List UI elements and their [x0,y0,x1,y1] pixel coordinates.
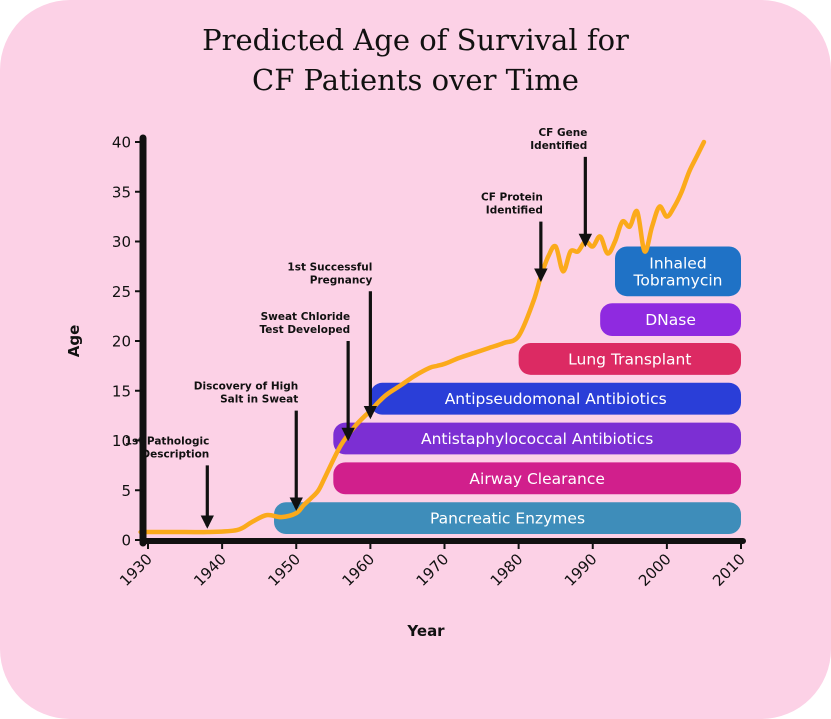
x-tick-label: 1950 [264,550,304,590]
y-tick-label: 0 [121,532,131,550]
treatment-bars: Inhaled Tobramycin DNase Lung Transplant Ant… [274,246,741,535]
x-tick-label: 1990 [561,550,601,590]
annotation-label: CF Gene Identified [530,127,587,152]
annotation-label: CF Protein Identified [481,192,543,217]
treatment-bar-label: Inhaled Tobramycin [633,254,723,289]
x-tick-label: 2010 [709,550,749,590]
treatment-bar-label: Antistaphylococcal Antibiotics [421,430,653,448]
treatment-bar [600,303,741,337]
y-tick-label: 35 [112,183,131,201]
x-tick-label: 1960 [338,550,378,590]
chart-title: Predicted Age of Survival for CF Patient… [202,23,629,97]
treatment-bar [370,382,741,415]
y-axis-ticks: 0 5 10 15 20 25 30 35 40 [112,134,143,550]
y-axis-label: Age [65,325,83,358]
y-tick-label: 20 [112,333,131,351]
treatment-bar [333,422,741,455]
treatment-bar [274,502,741,535]
x-tick-label: 1970 [413,550,453,590]
y-tick-label: 25 [112,283,131,301]
annotation-label: Discovery of High Salt in Sweat [194,381,298,406]
y-tick-label: 5 [121,482,131,500]
treatment-bar-label: Antipseudomonal Antibiotics [445,390,667,408]
x-tick-label: 1930 [116,550,156,590]
y-tick-label: 40 [112,134,131,152]
treatment-bar [333,462,741,495]
treatment-bar [614,246,741,297]
treatment-bar-label: Pancreatic Enzymes [430,510,585,528]
annotation-label: 1st Successful Pregnancy [287,261,372,286]
y-tick-label: 30 [112,233,131,251]
annotation-label: 1st Pathologic Description [125,435,210,460]
x-tick-label: 1980 [487,550,527,590]
treatment-bar-label: Airway Clearance [469,470,604,488]
annotation-label: Sweat Chloride Test Developed [260,311,351,336]
x-tick-label: 2000 [635,550,675,590]
x-axis-ticks: 1930 1940 1950 1960 1970 1980 1990 2000 2010 [116,541,749,590]
annotations: 1st Pathologic Description Discovery of Hi… [125,127,593,529]
treatment-bar-label: DNase [645,311,696,329]
treatment-bar-label: Lung Transplant [568,350,691,368]
survival-age-line [138,139,707,535]
treatment-bar [518,342,741,375]
y-tick-label: 10 [112,432,131,450]
x-axis-label: Year [406,622,445,640]
y-tick-label: 15 [112,382,131,400]
x-tick-label: 1940 [190,550,230,590]
